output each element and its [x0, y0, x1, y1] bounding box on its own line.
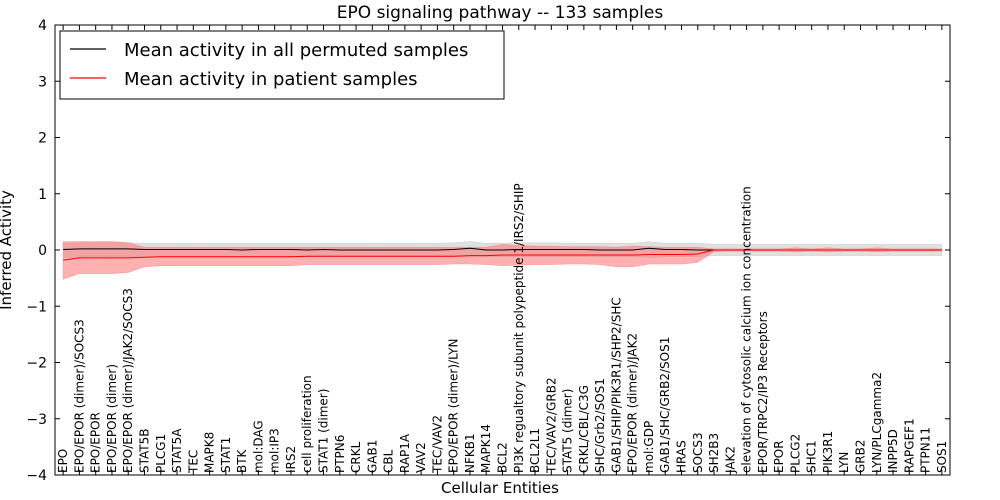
x-category-label: IRS2: [284, 446, 298, 473]
x-category-label: BCL2L1: [528, 428, 542, 473]
x-category-label: STAT1 (dimer): [317, 389, 331, 473]
x-axis-title: Cellular Entities: [441, 479, 559, 497]
band-series-1: [62, 241, 943, 280]
x-category-label: EPO/EPOR (dimer)/JAK2/SOCS3: [121, 288, 135, 473]
x-category-label: EPO: [56, 449, 70, 473]
x-category-label: INPP5D: [886, 429, 900, 473]
y-tick-label: −3: [26, 412, 47, 428]
x-category-label: LYN: [837, 452, 851, 473]
x-category-label: BCL2: [496, 442, 510, 473]
chart-title: EPO signaling pathway -- 133 samples: [337, 3, 664, 23]
x-category-label: PIK3R1: [821, 431, 835, 473]
legend-box: [59, 30, 505, 100]
x-category-label: LYN/PLCgamma2: [870, 372, 884, 473]
y-axis: −4 −3 −2 −1 0 1 2 3 4: [26, 18, 950, 484]
y-tick-label: 0: [38, 243, 47, 259]
x-category-label: SOCS3: [691, 432, 705, 473]
x-category-label: HRAS: [675, 440, 689, 473]
line-series-1: [63, 249, 942, 261]
legend-label-permuted: Mean activity in all permuted samples: [124, 40, 468, 61]
x-category-label: EPO/EPOR (dimer)/JAK2: [626, 333, 640, 473]
x-category-label: SHC/Grb2/SOS1: [593, 378, 607, 473]
x-category-label: mol:DAG: [251, 420, 265, 473]
x-category-label: EPO/EPOR: [89, 412, 103, 473]
x-category-label: RAP1A: [398, 433, 412, 473]
x-category-label: PLCG2: [788, 434, 802, 473]
x-category-label: VAV2: [414, 442, 428, 473]
x-axis: EPO EPO/EPOR (dimer)/SOCS3 EPO/EPOR EPO/EPO…: [56, 25, 949, 475]
x-category-label: BTK: [235, 448, 249, 473]
x-category-label: PTPN6: [333, 435, 347, 473]
x-category-label: TEC/VAV2: [430, 415, 444, 474]
legend: Mean activity in all permuted samples Me…: [59, 30, 505, 100]
y-tick-label: −1: [26, 299, 47, 315]
x-category-label: GAB1/SHC/GRB2/SOS1: [658, 337, 672, 473]
confidence-bands: [62, 241, 943, 280]
x-category-label: CBL: [382, 449, 396, 473]
x-category-label: PI3K regualtory subunit polypeptide 1/IR…: [512, 183, 526, 473]
x-category-label: GAB1: [365, 440, 379, 473]
x-category-label: GRB2: [854, 439, 868, 473]
y-tick-label: 4: [38, 18, 47, 34]
y-axis-title: Inferred Activity: [0, 190, 15, 310]
x-category-label: SOS1: [935, 441, 949, 473]
x-category-label: PLCG1: [154, 434, 168, 473]
x-category-label: GAB1/SHIP/PIK3R1/SHP2/SHC: [609, 297, 623, 473]
x-category-label: cell proliferation: [300, 375, 314, 473]
y-tick-label: −2: [26, 356, 47, 372]
x-category-label: CRKL/CBL/C3G: [577, 385, 591, 473]
x-category-label: STAT5A: [170, 428, 184, 473]
x-category-label: mol:IP3: [268, 428, 282, 473]
x-category-label: mol:GDP: [642, 421, 656, 473]
x-category-label: PTPN11: [919, 427, 933, 473]
x-category-label: NFKB1: [463, 433, 477, 473]
x-category-label: EPOR: [772, 440, 786, 473]
x-category-label: JAK2: [723, 446, 737, 474]
x-category-label: SH2B3: [707, 433, 721, 473]
series-lines: [63, 247, 942, 261]
x-category-label: STAT5B: [138, 429, 152, 474]
y-tick-label: −4: [26, 468, 47, 484]
x-category-label: RAPGEF1: [902, 418, 916, 473]
x-category-label: STAT1: [219, 437, 233, 473]
x-category-label: elevation of cytosolic calcium ion conce…: [740, 186, 754, 473]
x-category-label: MAPK14: [479, 424, 493, 473]
x-category-label: CRKL: [349, 441, 363, 473]
legend-label-patient: Mean activity in patient samples: [124, 69, 418, 90]
x-category-label: EPO/EPOR (dimer)/LYN: [447, 339, 461, 473]
x-category-label: MAPK8: [203, 432, 217, 473]
y-tick-label: 1: [38, 187, 47, 203]
x-category-label: EPO/EPOR (dimer)/SOCS3: [72, 319, 86, 473]
y-tick-label: 2: [38, 131, 47, 147]
x-category-label: EPO/EPOR (dimer): [105, 364, 119, 473]
x-category-label: TEC: [186, 450, 200, 474]
x-category-label: EPOR/TRPC2/IP3 Receptors: [756, 311, 770, 473]
x-category-label: SHC1: [805, 440, 819, 473]
x-category-label: TEC/VAV2/GRB2: [544, 377, 558, 474]
x-category-label: STAT5 (dimer): [561, 389, 575, 473]
y-tick-label: 3: [38, 74, 47, 90]
